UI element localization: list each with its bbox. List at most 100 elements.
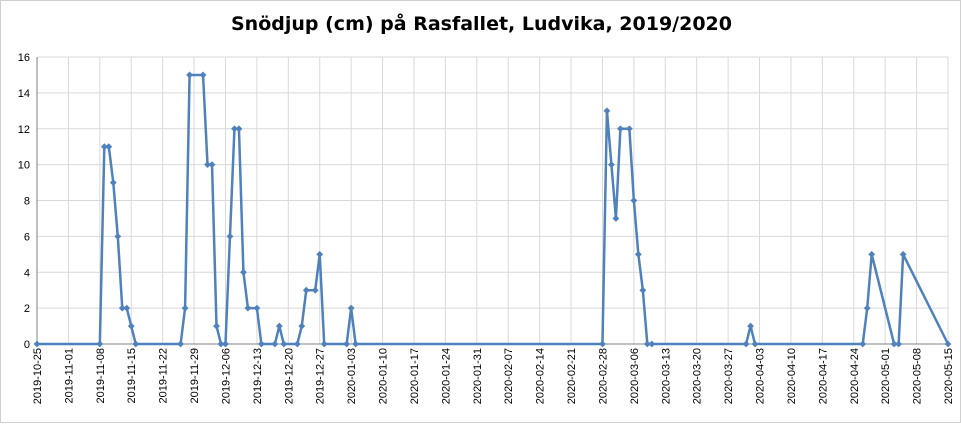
data-point [222, 340, 229, 348]
data-point [105, 143, 113, 151]
y-tick-label: 4 [24, 267, 30, 279]
data-point [96, 340, 104, 348]
data-point [109, 179, 117, 186]
y-tick-label: 16 [18, 52, 30, 64]
data-point [747, 322, 754, 330]
data-point [123, 304, 131, 312]
data-point [213, 322, 220, 330]
x-tick-label: 2019-11-15 [126, 348, 138, 403]
data-point [100, 143, 108, 151]
x-tick-label: 2020-01-24 [440, 348, 452, 404]
data-point [599, 340, 606, 348]
x-tick-label: 2020-03-13 [660, 348, 672, 404]
x-tick-label: 2019-12-13 [252, 348, 264, 404]
data-point [311, 286, 319, 294]
data-point [890, 340, 898, 348]
x-tick-label: 2020-03-06 [629, 348, 641, 404]
y-tick-label: 6 [24, 231, 30, 243]
data-point [608, 161, 615, 169]
y-tick-label: 0 [24, 339, 30, 351]
data-point [634, 250, 642, 258]
y-tick-label: 8 [24, 196, 30, 208]
data-point [630, 197, 638, 204]
data-point [235, 125, 243, 133]
data-point [240, 268, 247, 276]
data-point [208, 161, 216, 169]
y-tick-label: 12 [18, 124, 30, 136]
x-tick-label: 2019-12-06 [220, 348, 232, 404]
data-point [204, 161, 211, 169]
data-point [244, 304, 252, 312]
data-point [271, 340, 279, 348]
x-tick-label: 2019-12-27 [315, 348, 327, 404]
data-point [199, 71, 207, 79]
data-point [352, 340, 360, 348]
data-point [347, 304, 355, 312]
x-tick-label: 2020-03-27 [723, 348, 735, 404]
y-tick-label: 14 [18, 88, 30, 100]
x-tick-label: 2020-02-14 [535, 348, 547, 404]
data-point [944, 340, 952, 348]
x-tick-label: 2020-02-07 [503, 348, 515, 404]
x-tick-label: 2020-04-10 [786, 348, 798, 404]
x-tick-label: 2020-01-10 [378, 348, 390, 404]
x-tick-label: 2020-01-03 [346, 348, 358, 404]
x-tick-label: 2019-11-08 [95, 348, 107, 403]
y-tick-label: 10 [18, 160, 30, 172]
data-point [127, 322, 135, 330]
x-tick-label: 2020-02-21 [566, 348, 578, 404]
x-tick-label: 2019-12-20 [283, 348, 295, 404]
data-point [625, 125, 633, 133]
data-point [859, 340, 867, 348]
x-tick-label: 2019-10-25 [32, 348, 44, 404]
data-point [639, 286, 647, 294]
data-point [114, 232, 122, 240]
x-tick-label: 2020-04-17 [817, 348, 829, 404]
data-point [343, 340, 351, 348]
data-point [132, 340, 140, 348]
series-line [37, 73, 950, 346]
data-point [257, 340, 265, 348]
x-tick-label: 2020-01-17 [409, 348, 421, 404]
x-tick-label: 2019-11-29 [189, 348, 201, 403]
x-tick-label: 2019-11-22 [158, 348, 170, 403]
data-point [320, 340, 328, 348]
data-point [280, 340, 288, 348]
data-point [293, 340, 301, 348]
data-point [643, 340, 651, 348]
x-tick-label: 2019-11-01 [63, 348, 75, 403]
data-point [895, 340, 903, 348]
data-point [181, 304, 189, 312]
data-point [118, 304, 126, 312]
x-tick-label: 2020-04-03 [755, 348, 767, 404]
data-point [253, 304, 261, 312]
x-tick-label: 2020-05-08 [912, 348, 924, 404]
data-point [217, 340, 225, 348]
data-point [612, 215, 620, 222]
data-point [751, 340, 759, 348]
data-point [231, 125, 238, 133]
x-tick-label: 2020-05-15 [943, 348, 955, 404]
x-tick-label: 2020-04-24 [849, 348, 861, 404]
x-tick-label: 2020-02-28 [597, 348, 609, 404]
data-point [275, 322, 283, 330]
data-point [226, 232, 234, 240]
data-point [863, 304, 871, 312]
data-point [603, 107, 611, 115]
x-tick-label: 2020-03-20 [692, 348, 704, 404]
chart-title: Snödjup (cm) på Rasfallet, Ludvika, 2019… [231, 13, 732, 35]
x-tick-label: 2020-05-01 [880, 348, 892, 404]
data-point [302, 286, 310, 294]
data-point [186, 71, 193, 79]
data-point [616, 125, 624, 133]
data-point [33, 340, 41, 348]
y-tick-label: 2 [24, 303, 30, 315]
data-point [742, 340, 750, 348]
data-point [298, 322, 306, 330]
data-point [316, 250, 324, 258]
x-tick-label: 2020-01-31 [472, 348, 484, 404]
data-point [868, 250, 876, 258]
data-point [177, 340, 185, 348]
